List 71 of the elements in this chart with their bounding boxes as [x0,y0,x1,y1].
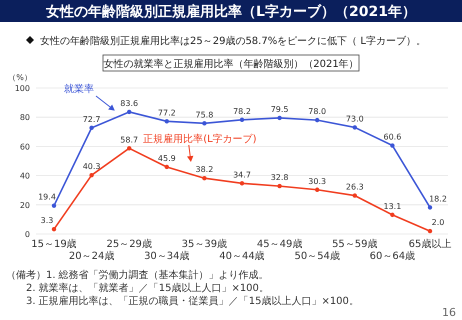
data-label: 32.8 [270,173,289,182]
data-label: 45.9 [158,154,176,163]
point [52,226,56,232]
point [89,126,94,130]
text: 2. 就業率は、「就業者」／「15歳以上人口」×100。 [26,282,269,294]
chart-title: 女性の年齢階級別正規雇用比率（L字カーブ）（2021年） [45,3,416,20]
point [352,193,357,198]
x-tick-label: 35～39歳 [182,238,228,250]
data-label: 78.0 [308,107,326,116]
point [352,125,357,130]
point [428,205,432,210]
legend-title: 女性の就業率と正規雇用比率（年齢階級別）（2021年） [103,58,359,70]
x-tick-label: 65歳以上 [408,238,452,250]
point [428,228,432,234]
point [315,118,320,122]
y-tick-label: 0 [24,230,30,239]
series-label: 正規雇用比率(L字カーブ) [143,133,257,146]
x-tick-label: 50～54歳 [294,250,340,262]
data-label: 38.2 [195,165,214,174]
data-label: 78.2 [233,106,251,116]
y-tick-label: 40 [20,172,30,181]
text: 16 [442,306,456,319]
x-tick-label: 20～24歳 [68,250,114,262]
point [164,119,169,124]
data-label: 77.2 [158,108,176,118]
x-tick-label: 60～64歳 [370,250,416,262]
chart-subtitle: 女性の年齢階級別正規雇用比率は25～29歳の58.7%をピークに低下（ L字カーブ）。 [40,35,426,47]
data-label: 75.8 [195,110,214,120]
data-label: 73.0 [346,114,364,124]
y-axis-title: （%） [8,73,32,82]
data-label: 18.2 [429,194,447,204]
data-label: 3.3 [40,216,54,226]
point [164,164,169,170]
y-tick-label: 100 [14,84,30,93]
point [127,146,132,150]
y-tick-label: 60 [20,142,30,152]
point [52,203,56,208]
data-label: 19.4 [38,192,56,202]
y-tick-label: 20 [20,200,30,210]
text: （備考）1. 総務省「労働力調査（基本集計）」より作成。 [6,269,269,281]
x-tick-label: 30～34歳 [144,250,190,262]
point [277,184,282,188]
point [240,181,244,186]
x-tick-label: 15～19歳 [31,238,77,250]
data-label: 30.3 [308,176,326,186]
point [390,212,395,218]
point [202,121,207,126]
point [89,172,94,178]
data-label: 13.1 [383,202,402,211]
data-label: 72.7 [82,114,101,124]
data-label: 40.3 [82,162,101,172]
data-label: 83.6 [120,98,138,108]
data-label: 79.5 [270,104,289,114]
x-tick-label: 25～29歳 [106,238,152,250]
x-tick-label: 55～59歳 [332,238,378,250]
data-label: 34.7 [233,170,251,180]
data-label: 58.7 [120,135,138,144]
x-tick-label: 40～44歳 [219,250,265,262]
data-label: 2.0 [432,218,444,228]
point [390,143,395,148]
point [127,110,132,114]
point [277,116,282,120]
data-label: 60.6 [383,132,402,142]
x-tick-label: 45～49歳 [256,238,302,250]
point [240,118,244,122]
text: 就業率 [64,83,94,95]
data-label: 26.3 [346,182,364,192]
point [202,176,207,180]
point [315,188,320,192]
text: 3. 正規雇用比率は、「正規の職員・従業員」／「15歳以上人口」×100。 [26,295,359,307]
y-tick-label: 80 [20,113,30,122]
